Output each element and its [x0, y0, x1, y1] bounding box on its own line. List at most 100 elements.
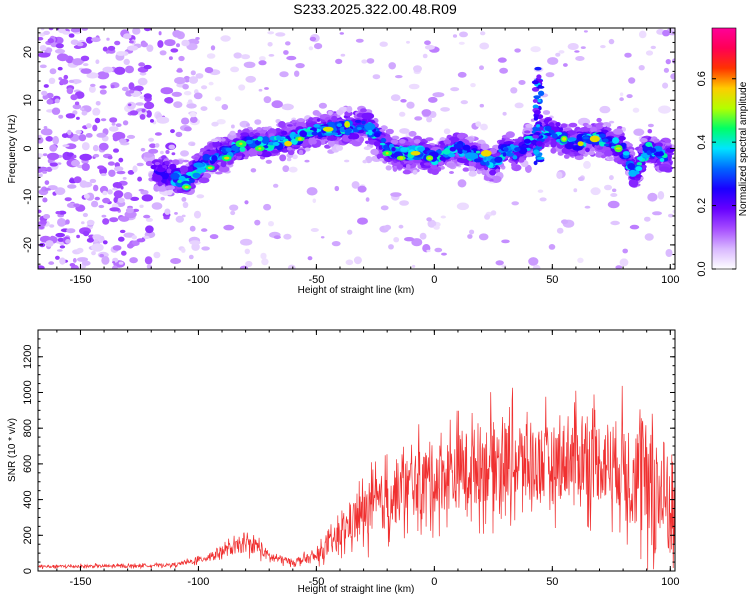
spectrogram-blob — [484, 214, 491, 220]
spectrogram-blob — [267, 42, 273, 47]
spectrogram-blob — [265, 159, 272, 164]
spectrogram-blob — [626, 94, 633, 99]
spectrogram-blob — [38, 134, 42, 138]
spectrogram-blob — [189, 225, 196, 232]
spectrogram-blob — [193, 210, 202, 219]
spectrogram-blob — [644, 233, 654, 241]
spectrogram-blob — [279, 154, 287, 162]
spectrogram-blob — [93, 153, 100, 158]
spectrogram-blob — [257, 150, 263, 156]
spectrogram-blob — [55, 211, 61, 215]
spectrogram-blob — [55, 255, 60, 260]
spectrogram-blob — [240, 54, 251, 60]
spectrogram-blob — [145, 110, 152, 118]
spectrogram-blob — [325, 127, 332, 131]
spectrogram-blob — [214, 96, 222, 102]
spectrogram-blob — [238, 84, 246, 91]
spectrogram-blob — [594, 144, 600, 149]
spectrogram-blob — [652, 211, 662, 216]
spectrogram-blob — [350, 133, 360, 140]
spectrogram-blob — [48, 261, 55, 265]
spectrogram-blob — [75, 129, 82, 135]
spectrogram-blob — [440, 215, 446, 219]
spectrogram-blob — [169, 163, 177, 170]
spectrogram-blob — [57, 66, 63, 71]
spectrogram-blob — [538, 90, 545, 97]
spectrogram-blob — [286, 55, 297, 61]
y-tick-label: 10 — [22, 94, 34, 106]
spectrogram-blob — [42, 153, 48, 157]
spectrogram-blob — [366, 58, 375, 64]
spectrogram-blob — [446, 162, 456, 168]
spectrogram-blob — [283, 233, 292, 240]
spectrogram-blob — [427, 219, 437, 228]
spectrogram-blob — [49, 162, 58, 167]
spectrogram-blob — [150, 119, 154, 123]
spectrogram-blob — [143, 214, 151, 219]
spectrogram-blob — [190, 116, 198, 123]
spectrogram-blob — [583, 30, 588, 33]
spectrogram-y-axis: -20 -10 0 10 20 — [22, 32, 675, 265]
spectrogram-blob — [109, 207, 121, 212]
spectrogram-blob — [230, 210, 236, 216]
spectrogram-blob — [635, 166, 643, 172]
spectrogram-blob — [608, 38, 615, 45]
spectrogram-blob — [379, 129, 386, 132]
spectrogram-blob — [38, 209, 42, 214]
spectrogram-blob — [164, 208, 171, 215]
spectrogram-blob — [525, 164, 532, 173]
spectrogram-blob — [108, 169, 116, 177]
spectrogram-blob — [191, 142, 196, 146]
spectrogram-blob — [101, 214, 107, 218]
spectrogram-blob — [170, 172, 180, 180]
spectrogram-blob — [536, 98, 541, 103]
spectrogram-blob — [193, 162, 204, 168]
spectrogram-blob — [160, 172, 170, 180]
spectrogram-blob — [599, 133, 606, 138]
spectrogram-blob — [110, 84, 115, 89]
spectrogram-blob — [345, 128, 353, 133]
spectrogram-blob — [211, 155, 218, 163]
spectrogram-blob — [122, 177, 127, 180]
spectrogram-blob — [619, 97, 624, 102]
spectrogram-blob — [111, 203, 119, 209]
spectrogram-blob — [650, 45, 656, 50]
spectrogram-blob — [98, 142, 109, 151]
spectrogram-blob — [561, 219, 569, 225]
spectrogram-blob — [647, 192, 658, 202]
spectrogram-blob — [595, 124, 603, 130]
spectrogram-blob — [163, 216, 170, 220]
spectrogram-blob — [615, 265, 623, 269]
spectrogram-blob — [524, 130, 531, 134]
spectrogram-blob — [659, 158, 665, 162]
spectrogram-blob — [143, 64, 152, 70]
spectrogram-blob — [160, 150, 164, 155]
spectrogram-blob — [569, 153, 575, 157]
spectrogram-blob — [144, 28, 151, 32]
spectrogram-blob — [370, 148, 379, 156]
spectrogram-blob — [217, 165, 230, 173]
spectrogram-blob — [198, 177, 210, 184]
spectrogram-blob — [440, 107, 450, 112]
spectrogram-blob — [346, 105, 353, 113]
spectrogram-blob — [555, 122, 561, 127]
spectrogram-blob — [406, 40, 410, 44]
spectrogram-blob — [357, 185, 367, 193]
spectrogram-blob — [388, 244, 394, 250]
spectrogram-blob — [97, 71, 110, 80]
spectrogram-blob — [443, 139, 452, 145]
spectrogram-blob — [92, 234, 102, 240]
spectrogram-blob — [334, 185, 340, 192]
spectrogram-blob — [383, 224, 392, 231]
spectrogram-blob — [69, 263, 76, 267]
spectrogram-blob — [39, 220, 47, 225]
spectrogram-blob — [127, 170, 135, 175]
spectrogram-blob — [406, 164, 411, 170]
spectrogram-blob — [448, 152, 456, 158]
spectrogram-blob — [490, 210, 497, 216]
spectrogram-blob — [114, 40, 121, 46]
spectrogram-blob — [551, 133, 558, 139]
x-tick-label: 0 — [431, 576, 437, 588]
spectrogram-blob — [127, 103, 132, 107]
spectrogram-blob — [102, 190, 108, 196]
